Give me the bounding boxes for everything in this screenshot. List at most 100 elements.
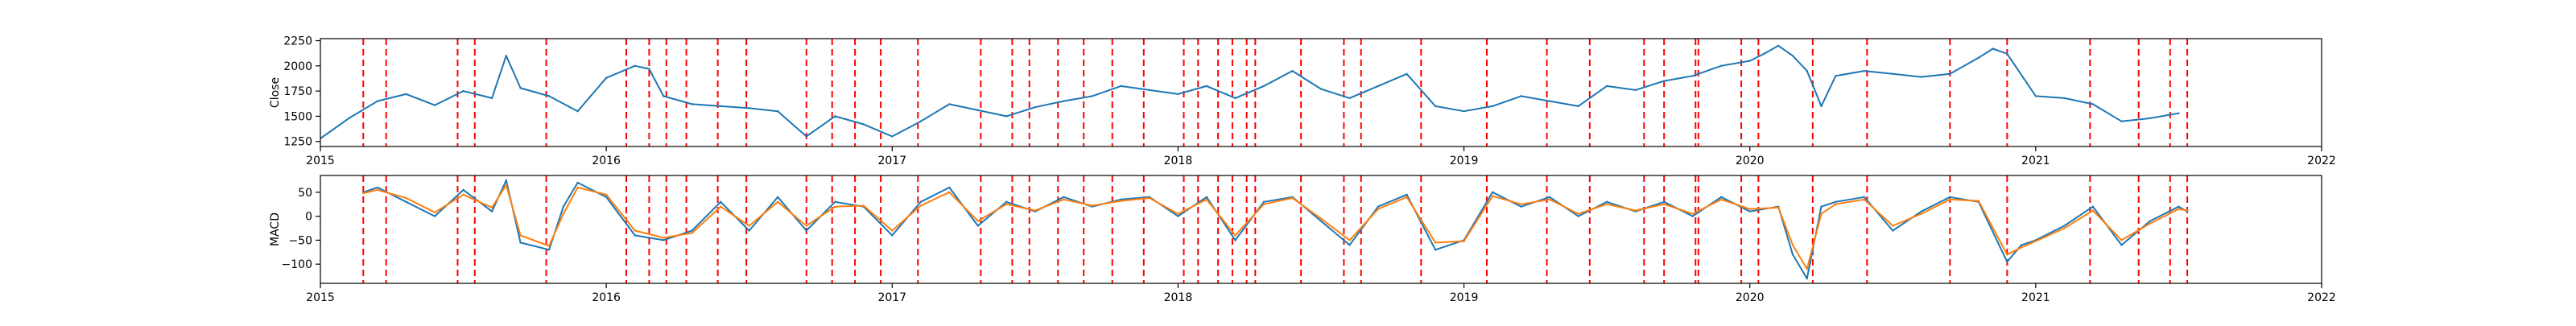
macd-series-0-point	[2020, 244, 2023, 246]
macd-x-tick-label: 2015	[306, 291, 335, 304]
close-series-0-point	[1548, 100, 1551, 102]
close-series-0-point	[648, 68, 650, 70]
macd-series-0-point	[976, 225, 980, 227]
macd-series-1-point	[405, 196, 407, 200]
close-series-0-point	[1662, 80, 1666, 82]
macd-series-1-point	[433, 211, 436, 214]
close-series-0-point	[1262, 85, 1265, 88]
close-x-tick-label: 2022	[2307, 155, 2336, 167]
macd-series-1-point	[2006, 254, 2008, 256]
close-series-0-point	[720, 105, 722, 108]
macd-series-1-point	[777, 200, 779, 203]
macd-series-1-point	[2149, 222, 2152, 225]
close-series-0-point	[1177, 93, 1179, 96]
macd-series-0-point	[1491, 191, 1494, 194]
macd-series-1-point	[1205, 198, 1208, 200]
macd-series-0-point	[720, 200, 722, 203]
close-series-0-point	[1520, 95, 1522, 97]
macd-series-0-point	[691, 229, 693, 232]
macd-series-0-point	[891, 234, 894, 237]
macd-series-0-point	[2178, 205, 2180, 208]
macd-series-1-point	[1434, 241, 1437, 244]
close-y-tick-label: 1500	[283, 110, 312, 123]
macd-series-0-point	[948, 186, 951, 189]
macd-series-0-point	[376, 186, 379, 189]
macd-series-1-point	[2091, 209, 2095, 212]
close-series-0-point	[1005, 115, 1008, 118]
macd-series-1-point	[547, 245, 551, 247]
macd-series-0-point	[1406, 193, 1408, 196]
macd-series-1-point	[862, 204, 865, 207]
macd-series-0-point	[505, 179, 508, 182]
close-y-tick-label: 2250	[283, 35, 312, 48]
macd-series-0-point	[834, 200, 836, 203]
close-series-0-point	[1920, 76, 1922, 78]
close-x-tick-label: 2016	[592, 155, 621, 167]
macd-series-1-point	[805, 225, 807, 227]
macd-series-1-point	[891, 229, 894, 232]
macd-series-1-point	[1005, 203, 1008, 205]
close-series-0-point	[1634, 89, 1637, 92]
macd-series-1-point	[576, 186, 579, 189]
close-series-0-point	[547, 95, 551, 97]
close-plot-frame	[320, 38, 2322, 147]
macd-series-0-point	[1205, 196, 1208, 198]
close-series-0-point	[1034, 105, 1037, 109]
close-series-0-point	[748, 107, 750, 109]
macd-series-1-point	[1120, 200, 1122, 202]
macd-series-0-point	[1377, 205, 1380, 208]
macd-series-1-point	[834, 205, 836, 208]
macd-series-0-point	[1548, 196, 1551, 198]
macd-series-1-point	[1806, 267, 1808, 270]
macd-series-0-point	[1234, 239, 1236, 241]
close-x-tick-label: 2021	[2021, 155, 2050, 167]
close-series-0-point	[519, 87, 522, 89]
macd-series-1-point	[948, 191, 951, 194]
macd-series-0-point	[1662, 200, 1666, 203]
close-series-0-point	[1977, 56, 1980, 59]
close-series-0-point	[948, 103, 951, 105]
close-y-tick-label: 2000	[283, 60, 312, 73]
macd-panel: 2015 2016 2017 2018 2019 2020 2021 2022 50 0 −50 −1…	[269, 175, 2336, 304]
close-series-0-point	[462, 89, 464, 93]
close-series-0-point	[1063, 100, 1065, 102]
macd-y-tick-label: 0	[305, 211, 312, 224]
macd-series-0-point	[634, 234, 636, 237]
close-series-0-point	[2063, 97, 2066, 100]
macd-series-0-point	[1748, 210, 1751, 213]
macd-series-1-point	[634, 229, 636, 232]
close-series-0-point	[805, 135, 807, 138]
close-series-0-point	[1863, 69, 1865, 72]
macd-series-1-point	[1177, 213, 1179, 215]
macd-series-0-point	[748, 229, 750, 232]
close-series-0-point	[1148, 89, 1151, 92]
close-series-0-point	[505, 55, 508, 57]
close-series-0-point	[1691, 75, 1694, 77]
macd-series-0-point	[1120, 198, 1122, 200]
close-series-0-point	[376, 100, 379, 102]
macd-series-1-line	[362, 184, 2189, 270]
close-series-0-point	[2034, 95, 2037, 97]
close-series-0-point	[1091, 95, 1094, 97]
macd-series-1-point	[748, 225, 750, 227]
close-y-tick-label: 1250	[283, 136, 312, 149]
macd-series-1-point	[376, 188, 379, 192]
macd-series-0-point	[1520, 205, 1522, 208]
macd-series-0-point	[1005, 200, 1008, 203]
macd-series-1-point	[519, 234, 522, 237]
close-series-0-point	[1791, 55, 1794, 57]
close-series-0-point	[2149, 117, 2152, 120]
macd-series-1-point	[2020, 246, 2023, 249]
close-series-0-point	[1763, 52, 1765, 55]
close-series-group	[320, 44, 2180, 140]
close-series-0-point	[1577, 105, 1579, 108]
macd-series-1-point	[1319, 217, 1323, 220]
macd-series-0-point	[1892, 229, 1894, 232]
macd-series-1-point	[1491, 195, 1494, 197]
close-y-tick-label: 1750	[283, 85, 312, 98]
macd-series-1-point	[1863, 198, 1865, 200]
close-series-0-point	[1348, 97, 1351, 100]
close-y-axis-label: Close	[269, 77, 282, 108]
macd-series-0-point	[2120, 244, 2123, 246]
close-series-0-point	[2091, 103, 2095, 105]
